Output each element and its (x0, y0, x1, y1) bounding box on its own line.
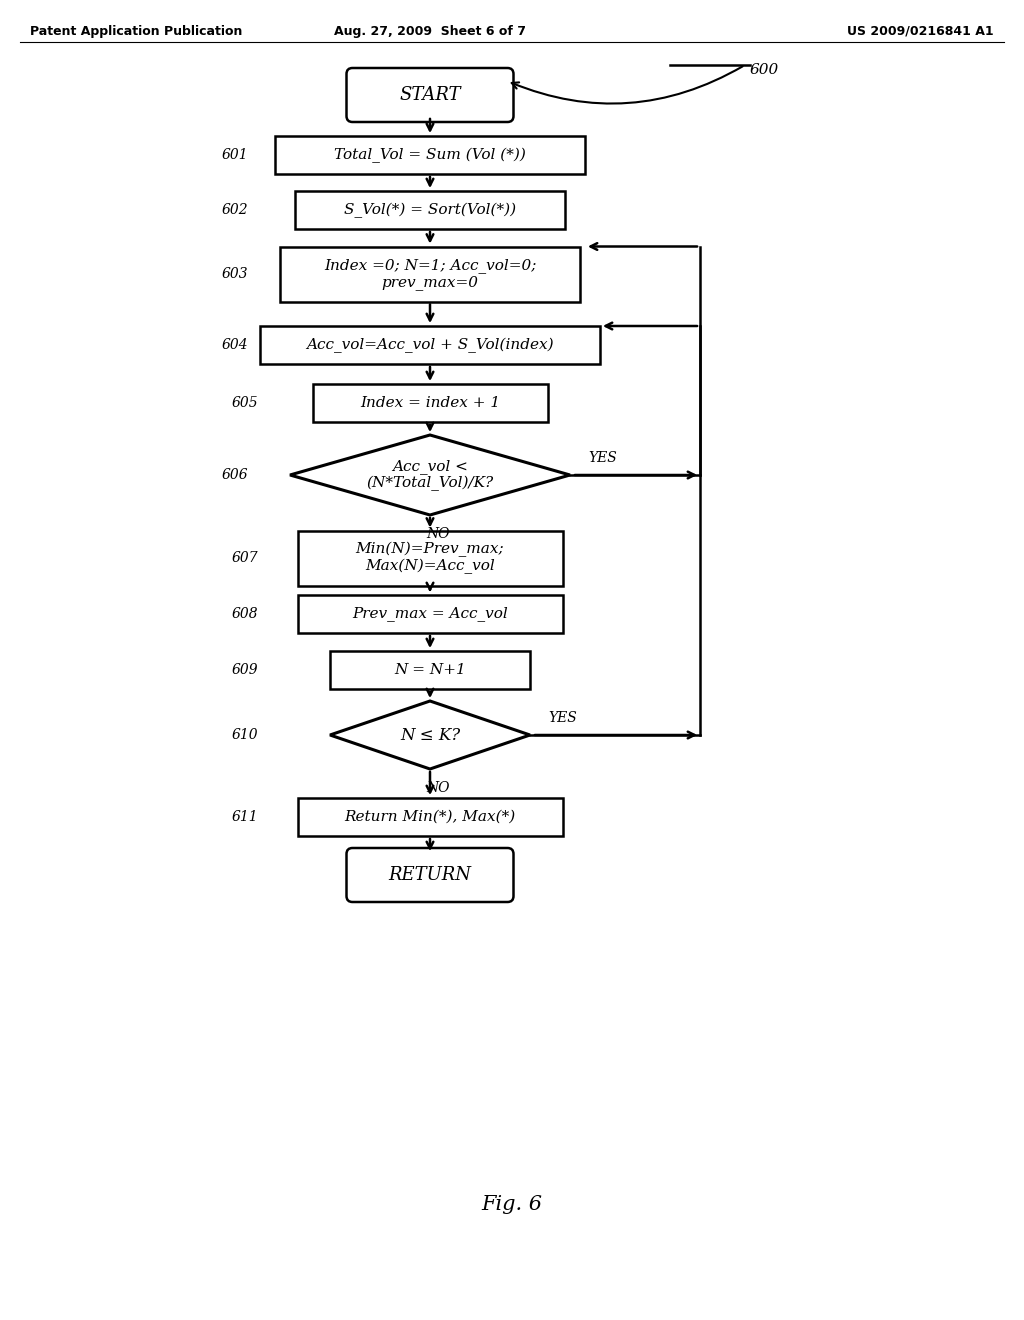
Text: Return Min(*), Max(*): Return Min(*), Max(*) (344, 810, 516, 824)
Text: Prev_max = Acc_vol: Prev_max = Acc_vol (352, 607, 508, 622)
Text: 601: 601 (221, 148, 248, 162)
Text: Index = index + 1: Index = index + 1 (360, 396, 500, 411)
Text: US 2009/0216841 A1: US 2009/0216841 A1 (848, 25, 994, 38)
Bar (295, 191, 565, 228)
Bar (312, 384, 548, 422)
Text: 606: 606 (221, 469, 248, 482)
Text: Acc_vol=Acc_vol + S_Vol(index): Acc_vol=Acc_vol + S_Vol(index) (306, 338, 554, 352)
Text: START: START (399, 86, 461, 104)
Text: 609: 609 (231, 663, 258, 677)
Text: 600: 600 (750, 63, 779, 77)
Text: 607: 607 (231, 550, 258, 565)
Bar (298, 799, 562, 836)
Text: Index =0; N=1; Acc_vol=0;
prev_max=0: Index =0; N=1; Acc_vol=0; prev_max=0 (324, 257, 537, 290)
Bar (280, 247, 580, 301)
Text: 611: 611 (231, 810, 258, 824)
Polygon shape (330, 701, 530, 770)
Text: Acc_vol <
(N*Total_Vol)/K?: Acc_vol < (N*Total_Vol)/K? (367, 459, 494, 491)
Text: S_Vol(*) = Sort(Vol(*)): S_Vol(*) = Sort(Vol(*)) (344, 202, 516, 218)
Text: Min(N)=Prev_max;
Max(N)=Acc_vol: Min(N)=Prev_max; Max(N)=Acc_vol (355, 541, 504, 574)
Text: YES: YES (588, 451, 616, 465)
Text: NO: NO (426, 781, 450, 795)
Polygon shape (290, 436, 570, 515)
Bar (298, 531, 562, 586)
Text: 604: 604 (221, 338, 248, 352)
Bar (330, 651, 530, 689)
Bar (275, 136, 585, 174)
Bar (298, 595, 562, 634)
FancyBboxPatch shape (346, 847, 513, 902)
Text: 602: 602 (221, 203, 248, 216)
Text: 605: 605 (231, 396, 258, 411)
Text: 610: 610 (231, 729, 258, 742)
FancyBboxPatch shape (346, 69, 513, 121)
Text: Fig. 6: Fig. 6 (481, 1196, 543, 1214)
Bar (260, 326, 600, 364)
Text: N = N+1: N = N+1 (394, 663, 466, 677)
Text: 603: 603 (221, 267, 248, 281)
Text: RETURN: RETURN (388, 866, 471, 884)
Text: Aug. 27, 2009  Sheet 6 of 7: Aug. 27, 2009 Sheet 6 of 7 (334, 25, 526, 38)
Text: N ≤ K?: N ≤ K? (400, 726, 460, 743)
Text: YES: YES (548, 711, 577, 725)
Text: 608: 608 (231, 607, 258, 620)
Text: Total_Vol = Sum (Vol (*)): Total_Vol = Sum (Vol (*)) (334, 148, 526, 162)
Text: Patent Application Publication: Patent Application Publication (30, 25, 243, 38)
Text: NO: NO (426, 527, 450, 541)
